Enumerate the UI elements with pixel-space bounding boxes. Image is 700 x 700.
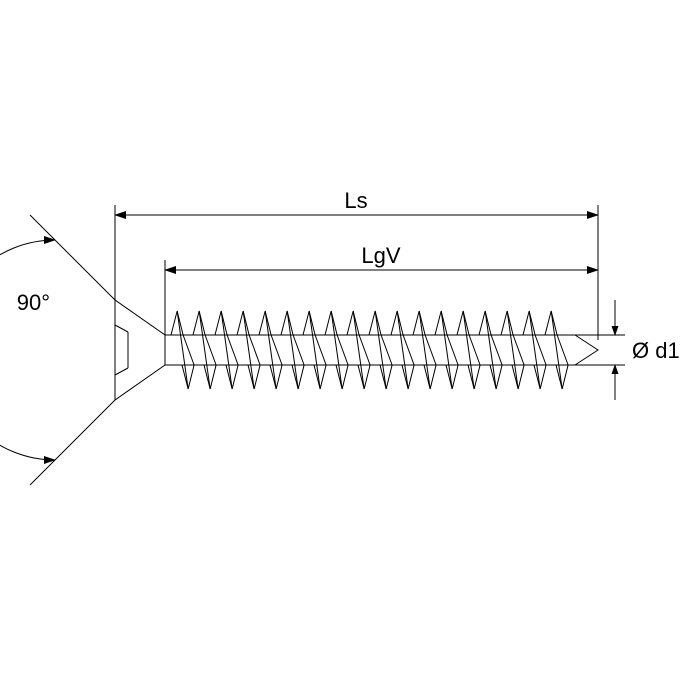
d1-label: Ø d1 <box>632 338 680 363</box>
angle-dimension: 90° <box>0 215 115 485</box>
ls-dimension: Ls <box>115 188 598 340</box>
ls-label: Ls <box>344 188 367 213</box>
screw-body <box>115 300 598 400</box>
diagram-container: 90° Ls LgV Ø d1 <box>0 0 700 700</box>
screw-diagram-svg: 90° Ls LgV Ø d1 <box>0 0 700 700</box>
d1-dimension: Ø d1 <box>575 300 680 400</box>
lgv-label: LgV <box>361 243 400 268</box>
angle-label: 90° <box>17 290 50 315</box>
lgv-dimension: LgV <box>165 243 598 335</box>
